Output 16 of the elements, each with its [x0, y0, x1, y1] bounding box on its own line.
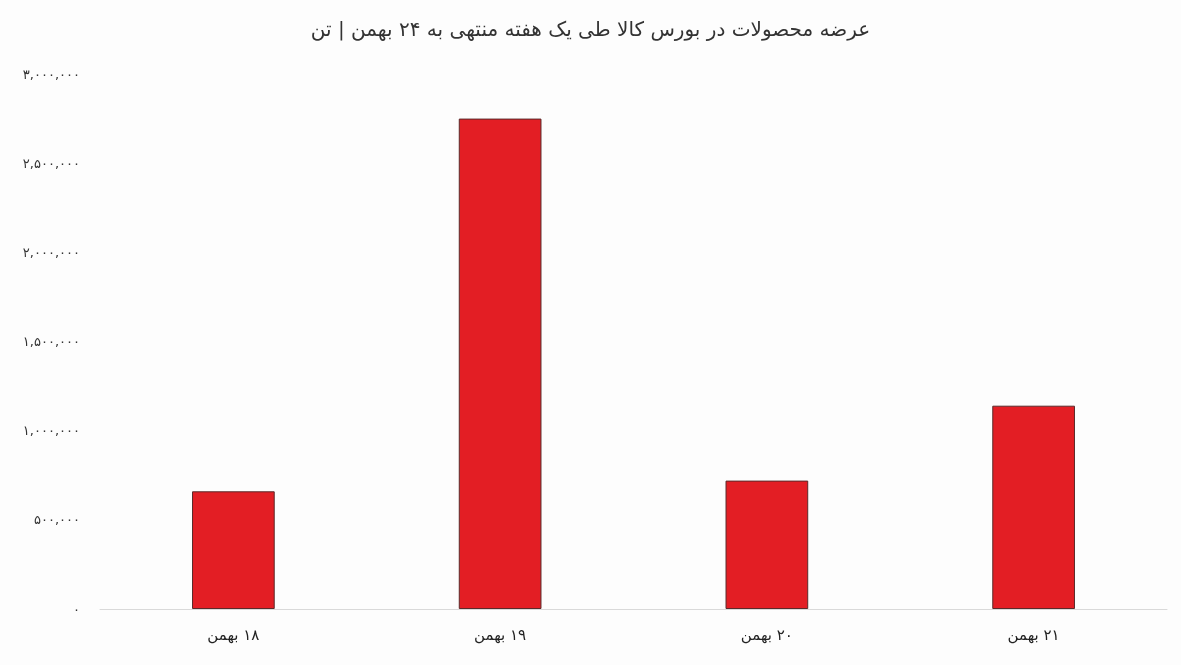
- y-tick-label: ۵۰۰,۰۰۰: [33, 512, 80, 528]
- x-tick-label: ۲۰ بهمن: [740, 625, 793, 644]
- x-tick-label: ۱۹ بهمن: [474, 625, 527, 644]
- y-tick-label: ۲,۵۰۰,۰۰۰: [22, 155, 80, 171]
- y-tick-label: ۰: [73, 601, 80, 617]
- x-tick-label: ۲۱ بهمن: [1007, 625, 1060, 644]
- x-tick-label: ۱۸ بهمن: [207, 625, 260, 644]
- bar: [725, 480, 809, 609]
- y-tick-label: ۱,۵۰۰,۰۰۰: [22, 334, 80, 349]
- y-tick-label: ۲,۰۰۰,۰۰۰: [22, 244, 80, 260]
- chart-title: عرضه محصولات در بورس کالا طی یک هفته منتهی به ۲۴ بهمن | تن: [310, 17, 871, 41]
- bar: [458, 118, 542, 609]
- y-tick-label: ۳,۰۰۰,۰۰۰: [22, 66, 80, 82]
- bar: [992, 405, 1075, 609]
- y-tick-label: ۱,۰۰۰,۰۰۰: [22, 423, 80, 439]
- bar: [192, 491, 275, 609]
